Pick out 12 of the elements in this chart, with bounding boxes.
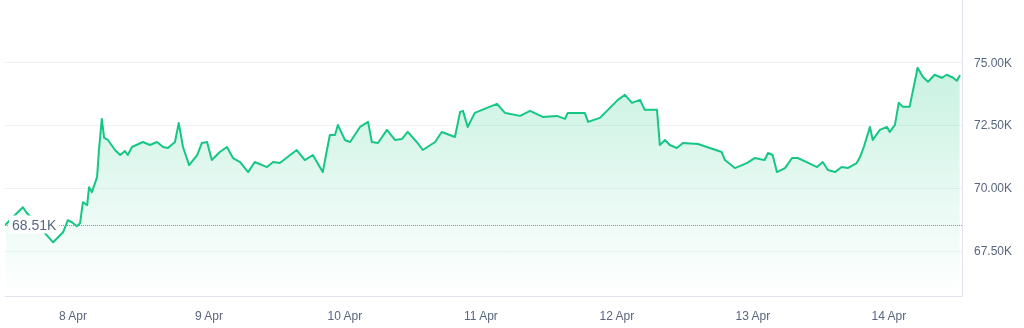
x-tick-label: 12 Apr: [599, 309, 635, 323]
x-tick-label: 11 Apr: [464, 309, 498, 323]
y-tick-label: 75.00K: [974, 55, 1013, 70]
x-tick-label: 14 Apr: [871, 309, 907, 323]
y-tick-label: 72.50K: [974, 118, 1013, 133]
x-tick-label: 9 Apr: [194, 309, 223, 323]
y-tick-label: 67.50K: [974, 243, 1013, 258]
ref-line-label: 68.51K: [12, 216, 58, 233]
x-tick-label: 8 Apr: [58, 309, 87, 323]
x-tick-label: 10 Apr: [327, 309, 363, 323]
x-tick-label: 13 Apr: [735, 309, 771, 323]
y-tick-label: 70.00K: [974, 181, 1013, 196]
